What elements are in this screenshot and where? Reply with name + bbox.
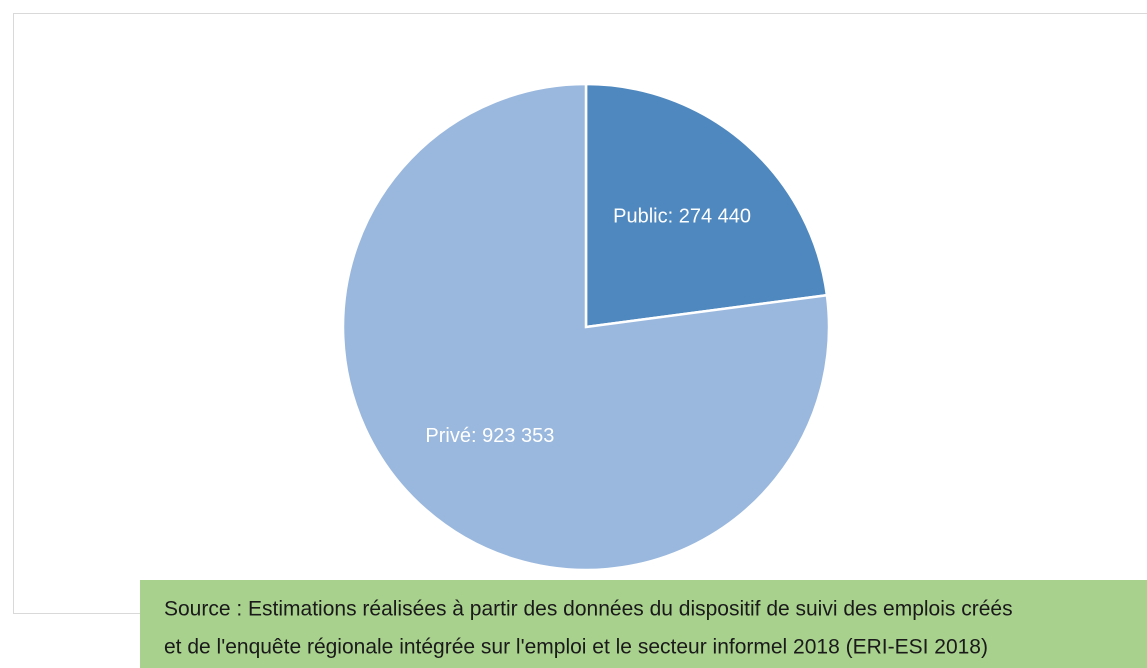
pie: Public: 274 440 Privé: 923 353 bbox=[341, 82, 831, 572]
data-label: Public: 274 440 bbox=[613, 206, 751, 228]
data-label: Privé: 923 353 bbox=[425, 425, 554, 447]
source-line: et de l'enquête régionale intégrée sur l… bbox=[164, 636, 988, 659]
pie-slice bbox=[341, 82, 831, 572]
source-line: Source : Estimations réalisées à partir … bbox=[164, 598, 1013, 621]
source-box bbox=[140, 580, 1147, 668]
pie-slice bbox=[584, 82, 829, 329]
